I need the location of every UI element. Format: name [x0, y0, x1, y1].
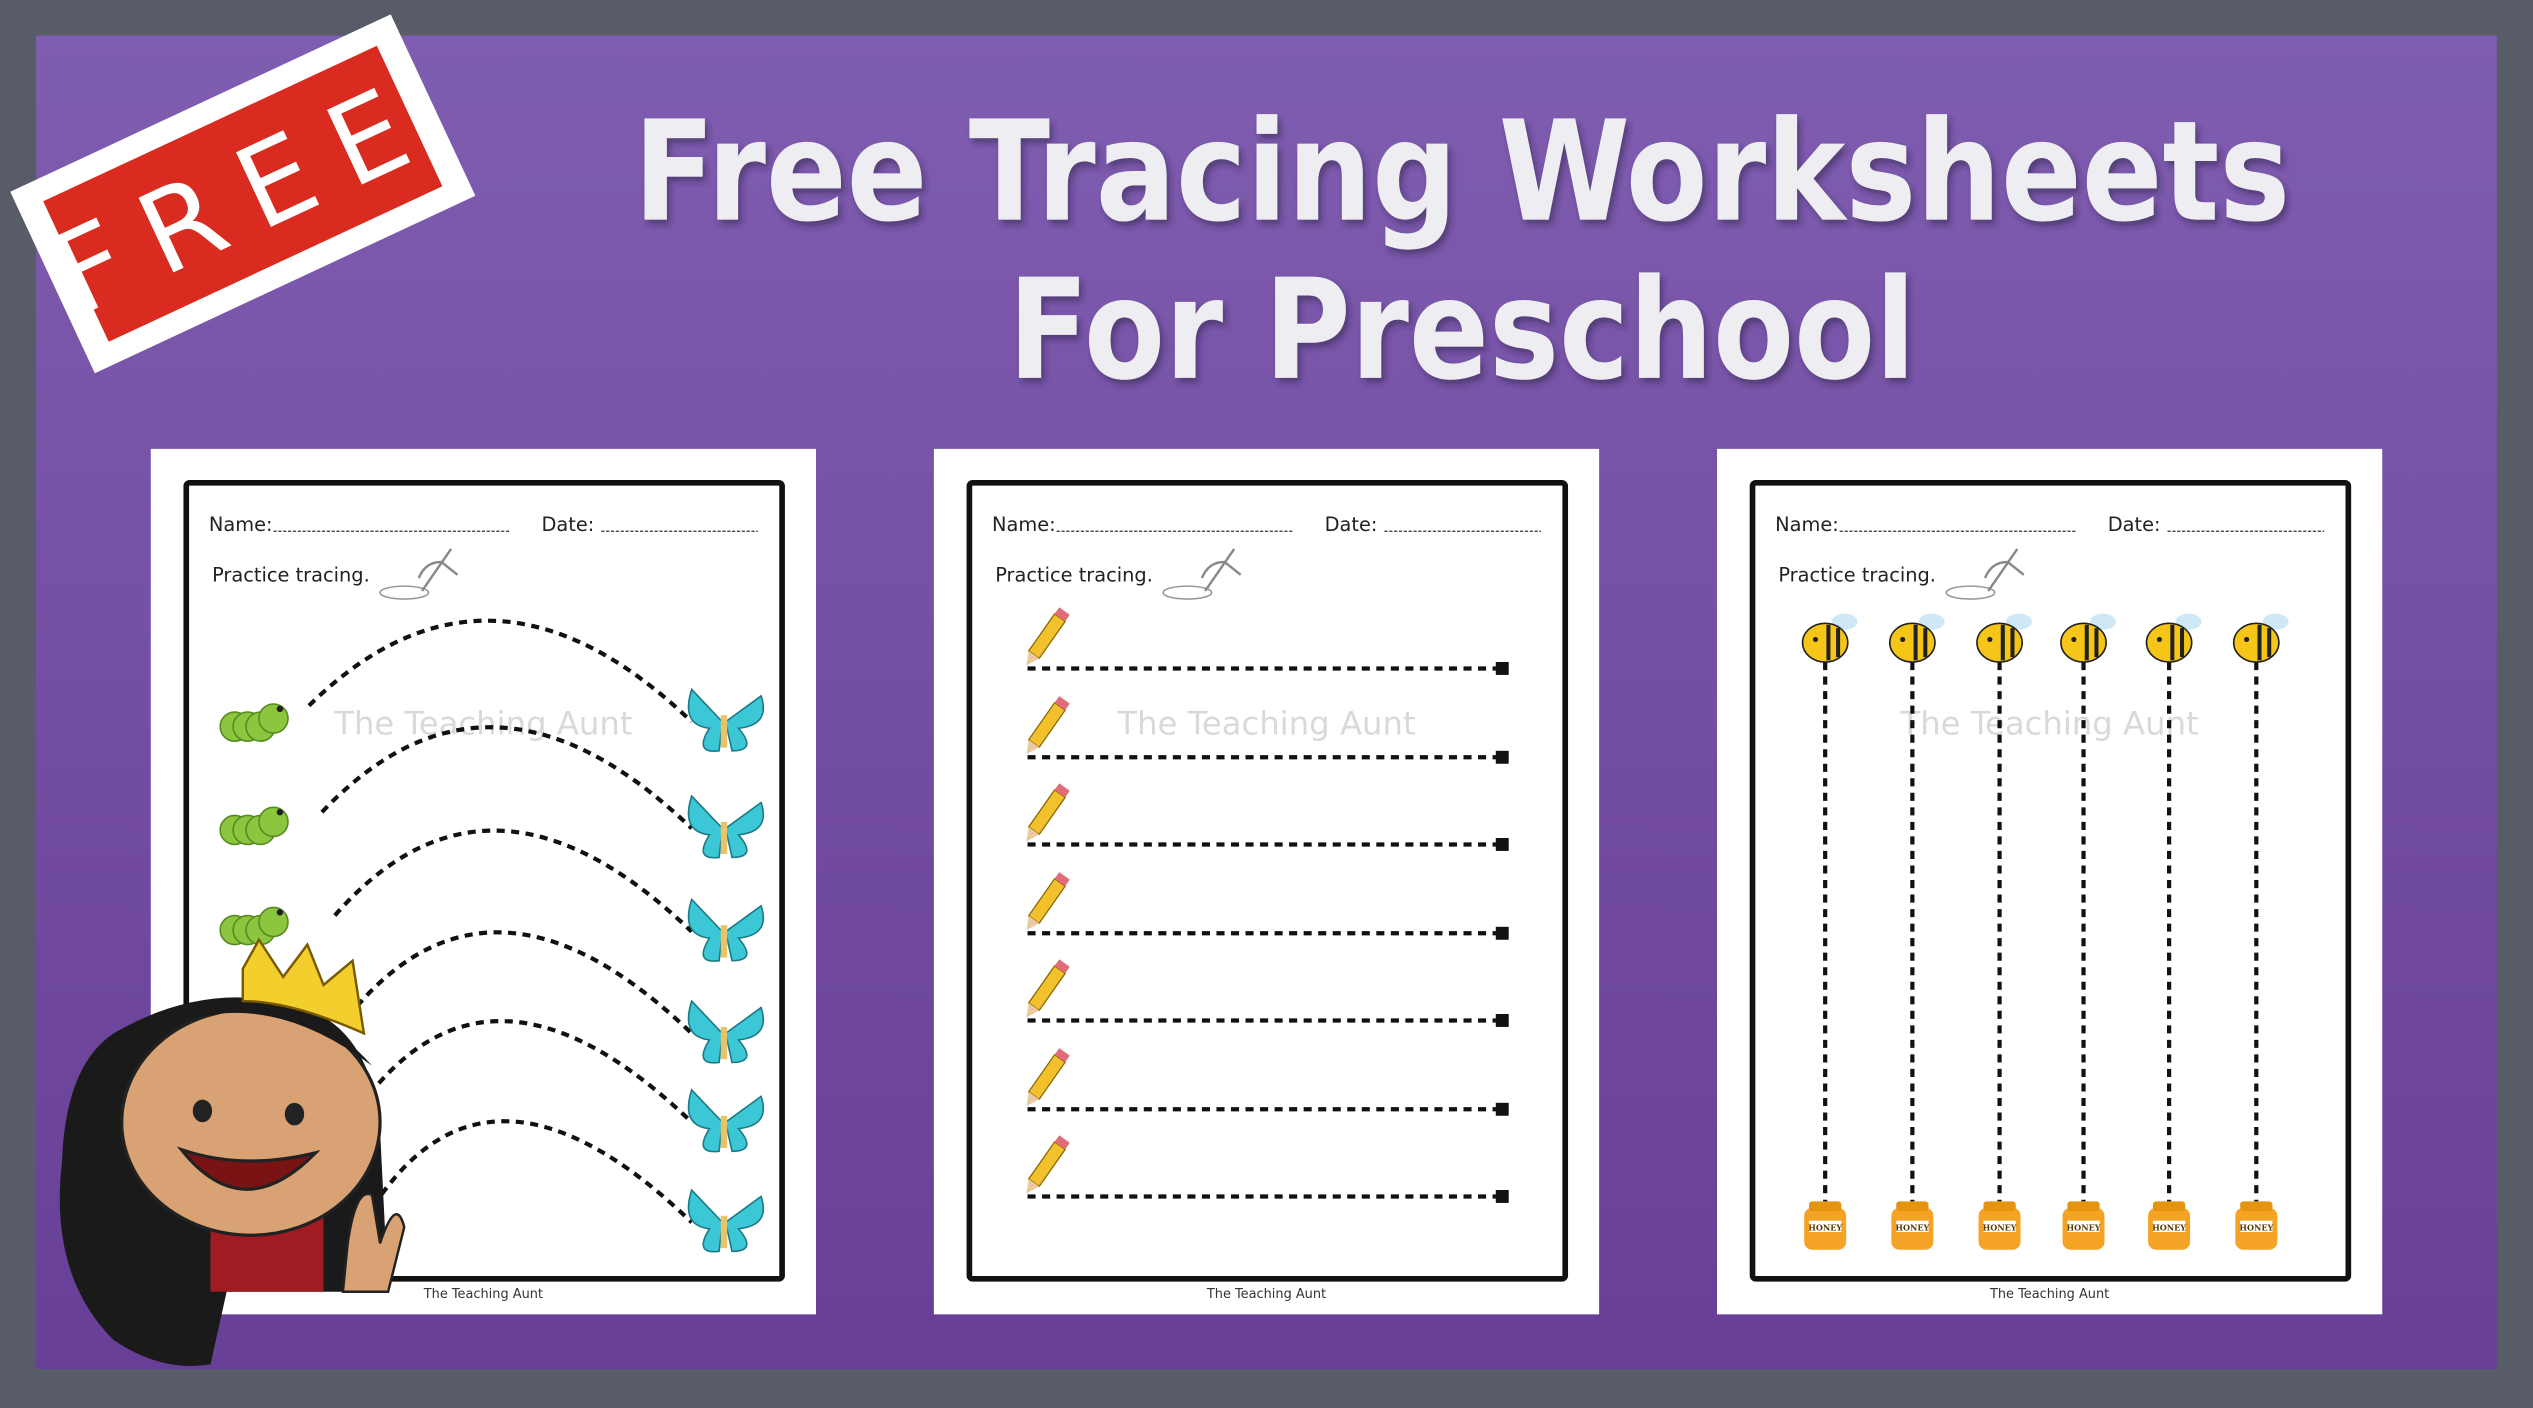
- caterpillar-icon: [219, 703, 289, 742]
- pencil-icon: [1026, 607, 1070, 666]
- bee-icon: [2145, 613, 2202, 663]
- honey-label: HONEY: [2239, 1222, 2273, 1232]
- pencil-icon: [1026, 1135, 1070, 1194]
- name-label: Name:: [209, 513, 273, 536]
- pencil-icon: [1026, 696, 1070, 755]
- date-label: Date:: [1325, 513, 1378, 536]
- footer-credit: The Teaching Aunt: [1206, 1287, 1326, 1302]
- bee-icon: [1976, 613, 2032, 663]
- end-square: [1495, 1014, 1509, 1027]
- instruction-text: Practice tracing.: [995, 563, 1153, 586]
- butterfly-icon: [687, 999, 765, 1064]
- title-line-1: Free Tracing Worksheets: [634, 91, 2291, 253]
- sheet-paper: [1716, 448, 2383, 1315]
- end-square: [1495, 1102, 1509, 1116]
- end-square: [1495, 926, 1509, 940]
- honey-label: HONEY: [1983, 1222, 2017, 1232]
- honey-jar-icon: HONEY: [1891, 1201, 1934, 1250]
- instruction-text: Practice tracing.: [1778, 563, 1936, 586]
- pencil-icon: [1026, 959, 1070, 1018]
- end-square: [1495, 1190, 1509, 1203]
- honey-jar-icon: HONEY: [2148, 1201, 2191, 1250]
- bee-icon: [2232, 613, 2289, 663]
- pencil-icon: [1026, 783, 1070, 842]
- sheet-border: [966, 479, 1569, 1282]
- sheet-border: [1749, 479, 2352, 1282]
- honey-label: HONEY: [1895, 1222, 1929, 1232]
- butterfly-icon: [687, 687, 765, 752]
- worksheet-vertical: Name: Date: Practice tracing. The Teaching …: [1716, 448, 2383, 1315]
- pencil-icon: [1026, 872, 1070, 931]
- pencil-icon: [1026, 1048, 1070, 1107]
- end-square: [1495, 838, 1509, 851]
- date-label: Date:: [542, 513, 595, 536]
- watermark: The Teaching Aunt: [1900, 705, 2199, 743]
- butterfly-icon: [687, 897, 765, 962]
- dashed-curve: [333, 828, 694, 934]
- hand-writing-icon: [1945, 548, 2025, 600]
- butterfly-icon: [687, 794, 765, 859]
- worksheet-lines: Name: Date: Practice tracing. The Teaching …: [933, 448, 1600, 1315]
- bee-icon: [2060, 613, 2116, 663]
- waving-hand: [341, 1192, 406, 1293]
- butterfly-icon: [687, 1188, 765, 1253]
- end-square: [1495, 750, 1509, 764]
- name-label: Name:: [1775, 513, 1839, 536]
- date-label: Date:: [2108, 513, 2161, 536]
- dashed-curve: [307, 618, 694, 724]
- instruction-text: Practice tracing.: [212, 563, 370, 586]
- watermark: The Teaching Aunt: [1116, 705, 1415, 743]
- honey-label: HONEY: [2067, 1222, 2101, 1232]
- dashed-curve: [320, 725, 694, 830]
- bee-icon: [1888, 613, 1945, 663]
- honey-jar-icon: HONEY: [1804, 1201, 1847, 1250]
- name-label: Name:: [992, 513, 1056, 536]
- mascot-girl: [59, 937, 406, 1367]
- caterpillar-icon: [219, 806, 289, 846]
- hand-writing-icon: [1162, 548, 1242, 600]
- dashed-curve: [358, 1019, 694, 1124]
- bee-icon: [1801, 613, 1858, 663]
- crown-icon: [241, 937, 366, 1036]
- caterpillar-icon: [219, 906, 289, 946]
- honey-label: HONEY: [1808, 1222, 1842, 1232]
- title-line-2: For Preschool: [1008, 249, 1915, 411]
- footer-credit: The Teaching Aunt: [423, 1287, 543, 1302]
- hand-writing-icon: [379, 548, 459, 600]
- butterfly-icon: [687, 1088, 765, 1153]
- end-square: [1495, 662, 1509, 675]
- honey-label: HONEY: [2152, 1222, 2186, 1232]
- sheet-border: [183, 479, 785, 1282]
- honey-jar-icon: HONEY: [2235, 1201, 2278, 1250]
- honey-jar-icon: HONEY: [2062, 1201, 2105, 1250]
- watermark: The Teaching Aunt: [333, 705, 632, 743]
- footer-credit: The Teaching Aunt: [1989, 1287, 2109, 1302]
- honey-jar-icon: HONEY: [1978, 1201, 2021, 1250]
- dashed-curve: [371, 1119, 694, 1224]
